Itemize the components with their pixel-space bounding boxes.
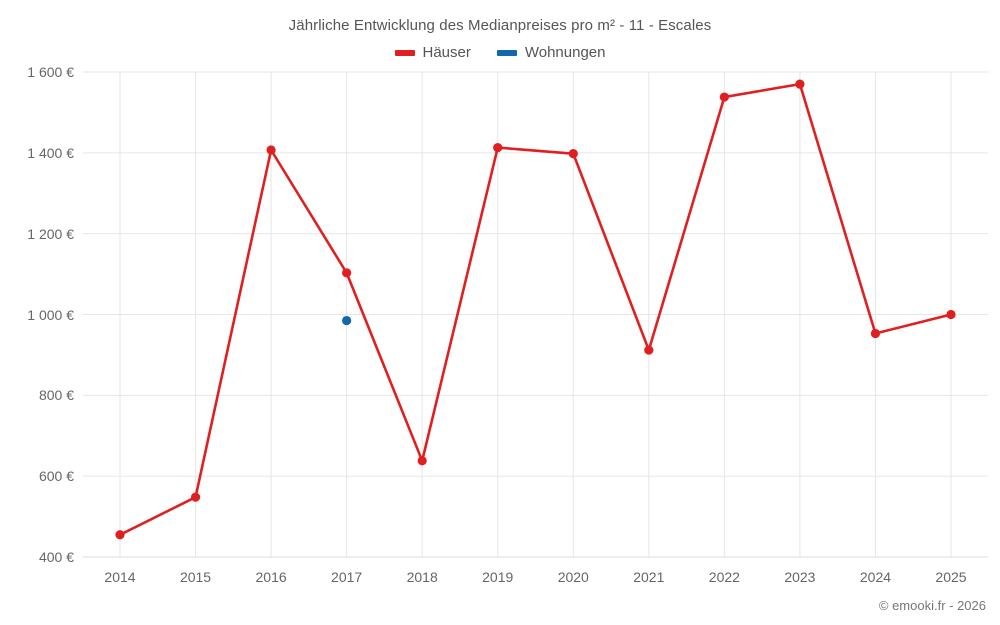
data-point[interactable]: 2024: 953	[870, 328, 881, 339]
y-tick-label: 600 €	[38, 468, 74, 485]
series-line-häuser	[118, 82, 953, 537]
data-point[interactable]: 2018: 638	[417, 456, 427, 466]
legend-swatch-wohnungen	[496, 49, 517, 56]
data-point[interactable]: 2017: 985	[342, 315, 352, 326]
y-tick-label: 1 000 €	[27, 306, 74, 323]
x-tick-label: 2021	[633, 569, 665, 585]
grid-lines	[83, 71, 988, 558]
x-tick-label: 2023	[784, 569, 816, 585]
data-point[interactable]: 2020: 1398	[568, 149, 578, 159]
x-tick-label: 2017	[331, 569, 363, 585]
chart-legend: Häuser Wohnungen	[0, 44, 1000, 61]
x-tick-label: 2018	[406, 569, 438, 585]
data-point[interactable]: 2014: 455	[115, 530, 125, 540]
y-tick-label: 1 600 €	[27, 64, 74, 80]
data-point[interactable]: 2019: 1413	[493, 142, 503, 153]
data-point[interactable]: 2022: 1538	[719, 92, 729, 102]
y-axis-labels: 400 € 600 € 800 € 1 000 € 1 200 € 1 400 € 1 60…	[0, 0, 74, 625]
x-tick-label: 2014	[104, 569, 136, 585]
x-tick-label: 2019	[482, 569, 514, 585]
data-point[interactable]: 2017: 1103	[342, 268, 352, 278]
x-tick-label: 2022	[708, 569, 740, 585]
data-point[interactable]: 2023: 1570	[795, 79, 805, 89]
credit-text: © emooki.fr - 2026	[878, 598, 986, 613]
x-tick-label: 2025	[935, 569, 967, 585]
legend-item-wohnungen[interactable]: Wohnungen	[496, 44, 606, 61]
legend-label-hauser: Häuser	[422, 44, 471, 61]
y-tick-label: 800 €	[38, 387, 74, 404]
legend-item-hauser[interactable]: Häuser	[394, 44, 471, 61]
x-tick-label: 2020	[557, 569, 589, 585]
y-tick-label: 1 200 €	[27, 225, 74, 242]
x-tick-label: 2024	[859, 569, 892, 585]
data-point[interactable]: 2021: 912	[644, 345, 654, 355]
data-series-layer: 2014: 455 2015: 548 2016: 1407 2017: 1103 20…	[115, 79, 956, 540]
legend-swatch-hauser	[394, 49, 415, 56]
y-tick-label: 1 400 €	[27, 144, 74, 161]
x-tick-label: 2015	[179, 569, 212, 585]
y-tick-label: 400 €	[38, 549, 74, 565]
data-point[interactable]: 2016: 1407	[266, 145, 276, 155]
chart-title: Jährliche Entwicklung des Medianpreises …	[288, 17, 712, 34]
x-tick-label: 2016	[255, 569, 287, 585]
data-point[interactable]: 2015: 548	[190, 492, 201, 502]
legend-label-wohnungen: Wohnungen	[524, 44, 606, 61]
